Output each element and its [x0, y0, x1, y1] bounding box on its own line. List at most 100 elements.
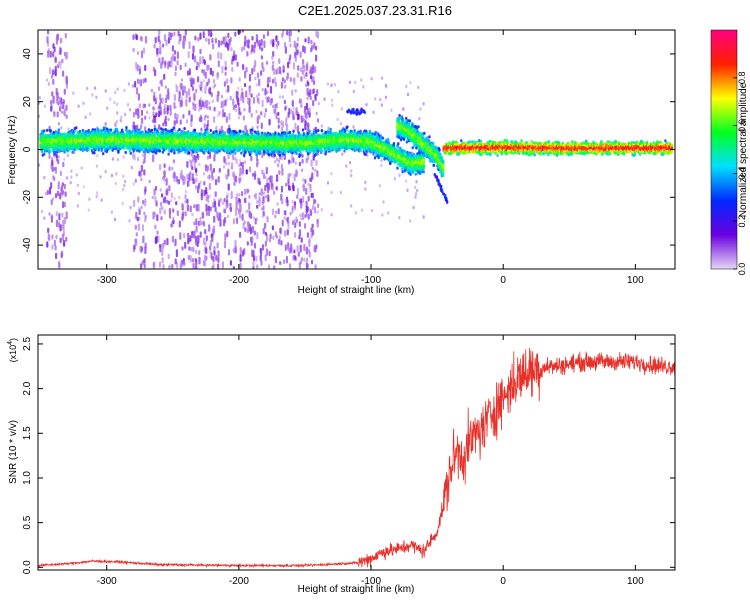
spectrogram-cell	[136, 110, 140, 115]
spectrogram-cell	[253, 242, 257, 249]
spectrogram-cell	[189, 255, 192, 263]
spectrogram-cell	[144, 218, 147, 223]
spectrogram-cell	[190, 114, 193, 122]
spectrogram-cell	[209, 245, 212, 250]
spectrogram-cell	[45, 78, 49, 82]
spectrogram-cell	[422, 102, 425, 106]
spectrogram-cell	[179, 64, 182, 71]
spectrogram-cell	[208, 101, 211, 105]
spectrogram-cell	[114, 121, 117, 126]
spectrogram-cell	[140, 205, 143, 210]
spectrogram-cell	[113, 217, 117, 222]
spectrogram-cell	[256, 125, 259, 129]
spectrogram-cell	[244, 70, 247, 79]
spectrogram-cell	[58, 213, 61, 221]
spectrogram-cell	[222, 36, 225, 45]
spectrogram-cell	[212, 225, 216, 234]
spectrogram-cell	[55, 234, 58, 240]
spectrogram-cell	[104, 122, 107, 126]
spectrogram-cell	[64, 33, 67, 39]
spectrogram-cell	[51, 197, 54, 201]
spectrogram-cell	[232, 248, 235, 253]
spectrogram-cell	[176, 51, 179, 60]
spectrogram-cell	[59, 47, 62, 55]
spectrogram-cell	[272, 39, 275, 47]
spectrogram-cell	[48, 187, 52, 195]
spectrogram-cell	[172, 216, 175, 221]
spectrogram-cell	[133, 199, 136, 208]
spectrogram-cell	[220, 52, 223, 60]
spectrogram-cell	[160, 79, 163, 87]
spectrogram-cell	[244, 227, 247, 232]
spectrogram-cell	[268, 250, 271, 257]
spectrogram-cell	[144, 64, 147, 72]
spectrogram-cell	[276, 202, 279, 206]
spectrogram-cell	[55, 88, 58, 96]
spectrogram-cell	[229, 95, 232, 101]
spectrogram-cell	[158, 261, 162, 268]
spectrogram-cell	[162, 43, 165, 48]
spectrogram-cell	[245, 66, 248, 73]
spectrogram-cell	[251, 67, 254, 75]
spectrogram-cell	[76, 183, 79, 188]
spectrogram-cell	[381, 76, 384, 80]
spectrogram-cell	[330, 98, 334, 103]
spectrogram-cell	[273, 190, 276, 195]
spectrogram-cell	[238, 163, 241, 167]
spectrogram-cell	[280, 240, 283, 246]
spectrogram-cell	[125, 126, 128, 130]
spectrogram-cell	[312, 64, 315, 70]
spectrogram-cell	[292, 184, 295, 192]
spectrogram-cell	[323, 97, 326, 101]
spectrogram-cell	[158, 57, 161, 64]
spectrogram-cell	[135, 87, 139, 95]
spectrogram-cell	[226, 230, 229, 238]
spectrogram-cell	[300, 257, 303, 262]
spectrogram-cell	[298, 262, 301, 269]
spectrogram-cell	[193, 231, 196, 239]
spectrogram-cell	[247, 222, 251, 228]
spectrogram-cell	[184, 194, 187, 200]
spectrogram-cell	[55, 219, 59, 228]
spectrogram-cell	[126, 102, 130, 107]
spectrogram-cell	[187, 51, 190, 59]
spectrogram-cell	[160, 201, 163, 207]
spectrogram-cell	[267, 264, 271, 269]
spectrogram-cell	[217, 113, 220, 117]
spectrogram-cell	[286, 30, 289, 36]
spectrogram-cell	[301, 158, 304, 164]
spectrogram-cell	[260, 122, 263, 130]
spectrogram-cell	[143, 152, 147, 159]
spectrogram-cell	[289, 263, 292, 269]
spectrogram-cell	[305, 83, 308, 88]
spectrogram-cell	[238, 197, 241, 203]
spectrogram-cell	[316, 118, 320, 123]
spectrogram-cell	[161, 97, 164, 105]
spectrogram-cell	[164, 196, 167, 203]
spectrogram-cell	[261, 215, 264, 219]
spectrogram-cell	[76, 204, 79, 208]
spectrogram-cell	[307, 182, 310, 187]
spectrogram-cell	[329, 84, 333, 88]
spectrogram-cell	[384, 95, 388, 100]
spectrogram-cell	[153, 43, 156, 49]
spectrogram-cell	[70, 128, 74, 132]
spectrogram-cell	[142, 47, 146, 54]
spectrogram-cell	[266, 194, 269, 198]
spectrogram-cell	[315, 45, 318, 51]
spectrogram-cell	[142, 150, 146, 154]
spectrogram-cell	[326, 82, 329, 86]
spectrogram-cell	[298, 161, 301, 167]
spectrogram-cell	[167, 253, 170, 260]
spectrogram-cell	[258, 181, 261, 186]
spectrogram-cell	[159, 164, 162, 171]
spectrogram-cell	[136, 51, 140, 56]
spectrogram-cell	[110, 210, 113, 215]
spectrogram-cell	[309, 89, 312, 96]
spectrogram-cell	[205, 212, 208, 216]
spectrogram-cell	[181, 129, 184, 133]
spectrogram-cell	[38, 95, 41, 100]
spectrogram-cell	[191, 86, 195, 92]
spectrogram-cell	[154, 196, 157, 203]
spectrogram-cell	[181, 212, 184, 220]
